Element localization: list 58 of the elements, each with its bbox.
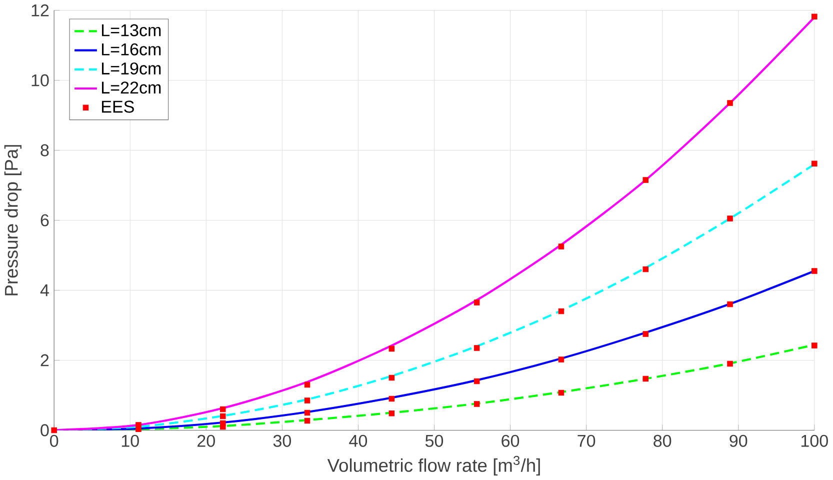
x-tick-label: 60 [502, 434, 520, 447]
x-tick-label: 50 [425, 434, 444, 447]
point [727, 216, 733, 222]
point [388, 396, 395, 402]
point [727, 360, 733, 367]
y-tick-label: 8 [40, 144, 49, 156]
y-tick-label: 0 [40, 424, 49, 436]
point [642, 177, 649, 183]
x-tick-label: 20 [198, 434, 215, 447]
point [136, 422, 142, 428]
point [474, 401, 480, 407]
point [388, 346, 395, 352]
point [474, 345, 480, 351]
point [642, 331, 649, 337]
x-tick-label: 10 [122, 434, 139, 447]
point [388, 374, 395, 381]
x-tick-label: 70 [578, 434, 596, 447]
point [812, 14, 818, 20]
point [304, 418, 310, 424]
legend-label: L=19cm [102, 62, 161, 75]
point [642, 266, 649, 272]
y-tick-label: 12 [32, 4, 49, 16]
x-tick-label: 80 [654, 434, 672, 447]
legend-label: L=16cm [102, 43, 161, 56]
x-tick-label: 90 [730, 434, 748, 447]
legend-label: EES [102, 100, 134, 113]
point [220, 413, 226, 420]
point [474, 378, 480, 384]
x-tick-label: 100 [801, 434, 828, 447]
point [220, 420, 226, 426]
point [812, 268, 818, 274]
y-tick-label: 6 [40, 214, 49, 226]
point [558, 356, 564, 362]
point [51, 427, 57, 434]
point [304, 382, 310, 388]
point [642, 376, 649, 382]
x-tick-label: 0 [50, 434, 58, 447]
point [474, 300, 480, 306]
x-axis-title: Volumetric flow rate [m$^{3}$/h] [327, 456, 540, 476]
point [558, 308, 564, 314]
x-tick-label: 40 [349, 434, 368, 447]
y-axis-title: Pressure drop [Pa] [4, 145, 22, 296]
point [727, 100, 733, 106]
y-tick-label: 2 [40, 354, 49, 366]
point [727, 301, 733, 308]
legend-label: L=13cm [102, 24, 161, 36]
y-tick-label: 10 [32, 74, 49, 86]
point [304, 410, 310, 416]
y-tick-label: 4 [40, 284, 49, 296]
point [304, 398, 310, 404]
point [388, 410, 395, 416]
point [812, 342, 818, 348]
point [558, 244, 564, 250]
point [220, 406, 226, 412]
x-tick-label: 30 [273, 434, 291, 447]
point [558, 390, 564, 396]
point [812, 160, 818, 166]
legend-label: L=22cm [102, 82, 161, 94]
